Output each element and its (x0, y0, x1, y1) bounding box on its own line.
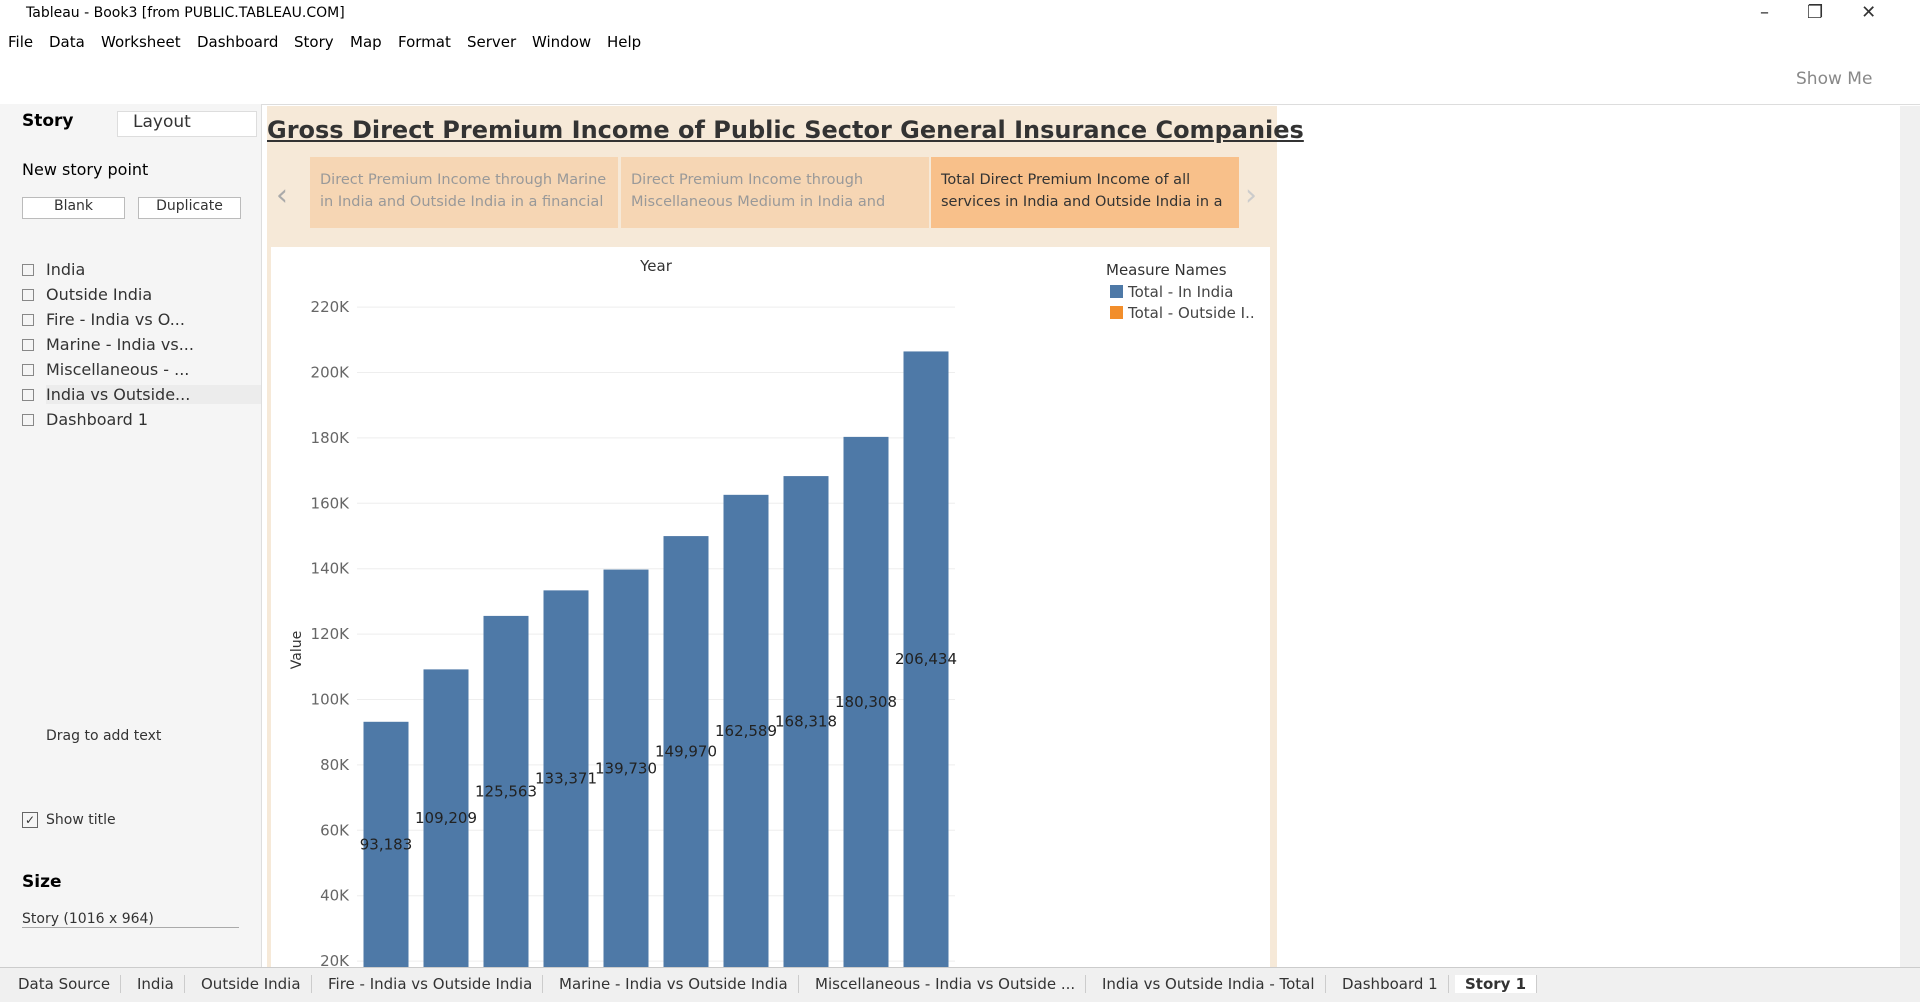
sheet-tab[interactable]: India (127, 975, 185, 993)
sheet-icon (22, 364, 34, 376)
bar (543, 590, 589, 967)
sheet-icon (22, 414, 34, 426)
sidebar (0, 104, 262, 967)
layout-tab[interactable]: Layout (117, 111, 257, 137)
bar (423, 669, 469, 967)
value-label: 133,371 (535, 770, 597, 788)
value-label: 125,563 (475, 782, 537, 800)
sheet-item[interactable]: India vs Outside... (46, 385, 261, 404)
button[interactable]: Blank (22, 197, 125, 219)
next-arrow[interactable]: › (1245, 178, 1257, 213)
menu-item[interactable]: Worksheet (101, 33, 181, 51)
size-heading: Size (22, 872, 62, 892)
y-tick-label: 120K (311, 625, 351, 643)
legend-entry: Total - In India (1127, 283, 1234, 301)
value-label: 93,183 (360, 835, 413, 853)
prev-arrow[interactable]: ‹ (276, 178, 288, 213)
window-title: Tableau - Book3 [from PUBLIC.TABLEAU.COM… (26, 5, 345, 21)
menu-item[interactable]: Format (398, 33, 451, 51)
y-tick-label: 140K (311, 560, 351, 578)
bar (903, 351, 949, 967)
legend-entry: Total - Outside I.. (1127, 304, 1255, 322)
show-title: Show title (46, 812, 116, 828)
y-tick-label: 180K (311, 429, 351, 447)
bar (783, 476, 829, 967)
sheet-tab[interactable]: Outside India (191, 975, 312, 993)
legend-swatch (1110, 306, 1123, 319)
bar (663, 536, 709, 967)
value-label: 168,318 (775, 713, 837, 731)
value-label: 109,209 (415, 809, 477, 827)
story-point[interactable]: Direct Premium Income through Miscellane… (621, 157, 929, 228)
y-axis-label: Value (289, 631, 305, 669)
sheet-icon (22, 314, 34, 326)
value-label: 149,970 (655, 743, 717, 761)
menu-item[interactable]: Data (49, 33, 85, 51)
story-tab[interactable]: Story (22, 111, 74, 131)
y-tick-label: 160K (311, 494, 351, 512)
legend-title: Measure Names (1106, 261, 1227, 279)
story-title: Gross Direct Premium Income of Public Se… (267, 116, 1304, 144)
bar (723, 494, 769, 967)
button[interactable]: Duplicate (138, 197, 241, 219)
menu-item[interactable]: Help (607, 33, 642, 51)
size-select[interactable]: Story (1016 x 964) (22, 911, 239, 928)
menu-item[interactable]: Dashboard (197, 33, 279, 51)
sheet-tab[interactable]: Miscellaneous - India vs Outside ... (805, 975, 1087, 993)
sheet-tab[interactable]: India vs Outside India - Total (1092, 975, 1326, 993)
y-tick-label: 80K (320, 756, 350, 774)
y-tick-label: 20K (320, 952, 350, 970)
sheet-item[interactable]: Fire - India vs O... (46, 310, 185, 329)
sheet-tab[interactable]: Fire - India vs Outside India (318, 975, 544, 993)
menu-item[interactable]: Story (294, 33, 334, 51)
window-controls[interactable]: –❐✕ (1760, 2, 1915, 23)
y-tick-label: 200K (311, 363, 351, 381)
sheet-item[interactable]: Miscellaneous - ... (46, 360, 190, 379)
new-story-point: New story point (22, 160, 149, 179)
value-label: 139,730 (595, 759, 657, 777)
y-tick-label: 60K (320, 821, 350, 839)
bar (603, 569, 649, 967)
toolbar (0, 54, 1920, 105)
bar (843, 436, 889, 967)
sheet-item[interactable]: Dashboard 1 (46, 410, 149, 429)
value-label: 180,308 (835, 693, 897, 711)
sheet-item[interactable]: India (46, 260, 86, 279)
bar (483, 615, 529, 967)
sheet-tab[interactable]: Data Source (8, 975, 122, 993)
y-tick-label: 40K (320, 887, 350, 905)
menu-item[interactable]: Window (532, 33, 592, 51)
sheet-icon (22, 389, 34, 401)
sheet-tab[interactable]: Story 1 (1455, 975, 1538, 993)
menu-item[interactable]: File (8, 33, 34, 51)
x-header: Year (639, 257, 673, 275)
story-point[interactable]: Total Direct Premium Income of all servi… (931, 157, 1239, 228)
sheet-tab[interactable]: Dashboard 1 (1332, 975, 1449, 993)
scrollbar[interactable] (1900, 106, 1920, 967)
show-me[interactable]: Show Me (1796, 69, 1873, 89)
tab-bar (0, 967, 1920, 1002)
title-bar (0, 0, 1920, 30)
legend-swatch (1110, 285, 1123, 298)
sheet-icon (22, 264, 34, 276)
menu-item[interactable]: Server (467, 33, 517, 51)
y-tick-label: 220K (311, 298, 351, 316)
y-tick-label: 100K (311, 691, 351, 709)
menu-item[interactable]: Map (350, 33, 382, 51)
story-point[interactable]: Direct Premium Income through Marine in … (310, 157, 618, 228)
sheet-item[interactable]: Marine - India vs... (46, 335, 194, 354)
drag-text: Drag to add text (46, 728, 162, 744)
checkbox[interactable]: ✓ (22, 812, 38, 828)
bar (363, 721, 409, 967)
value-label: 206,434 (895, 650, 957, 668)
value-label: 162,589 (715, 722, 777, 740)
sheet-item[interactable]: Outside India (46, 285, 153, 304)
sheet-tab[interactable]: Marine - India vs Outside India (549, 975, 799, 993)
sheet-icon (22, 289, 34, 301)
sheet-icon (22, 339, 34, 351)
